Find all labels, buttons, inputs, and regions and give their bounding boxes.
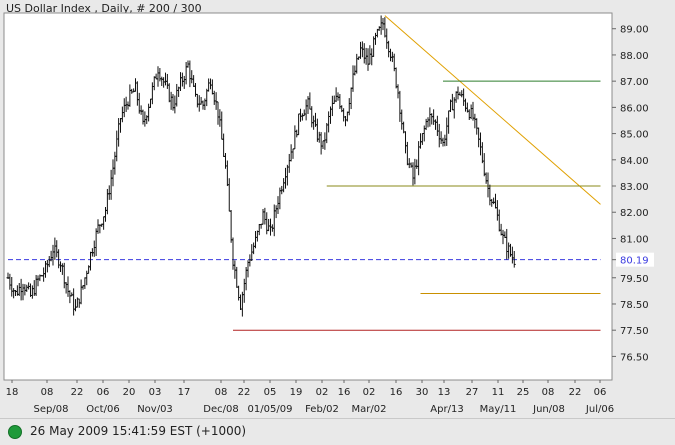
- y-tick-label: 79.50: [620, 274, 649, 285]
- x-month-label: Nov/03: [137, 404, 173, 415]
- y-tick-label: 87.00: [620, 77, 649, 88]
- x-day-label: 22: [569, 387, 582, 398]
- current-value-box: [616, 252, 654, 267]
- x-day-label: 08: [215, 387, 228, 398]
- x-day-label: 25: [517, 387, 530, 398]
- status-indicator-icon: [8, 425, 22, 439]
- x-month-label: Oct/06: [86, 404, 119, 415]
- x-month-label: Sep/08: [34, 404, 69, 415]
- ohlc-chart[interactable]: 76.50 77.50 78.50 79.50 80.19 81.00 82.00 83.00…: [0, 0, 675, 418]
- plot-area: [3, 12, 613, 381]
- y-tick-label: 77.50: [620, 326, 649, 337]
- x-day-label: 02: [363, 387, 376, 398]
- y-tick-label: 83.00: [620, 182, 649, 193]
- x-month-label: Dec/08: [203, 404, 238, 415]
- study-lines: [8, 15, 601, 331]
- x-month-label: May/11: [480, 404, 517, 415]
- y-tick-label: 82.00: [620, 208, 649, 219]
- current-value-label: 80.19: [620, 256, 649, 267]
- x-month-label: Jun/08: [532, 404, 565, 415]
- x-day-label: 19: [290, 387, 303, 398]
- x-day-label: 27: [466, 387, 479, 398]
- status-text: 26 May 2009 15:41:59 EST (+1000): [30, 424, 247, 438]
- x-month-label: Apr/13: [430, 404, 463, 415]
- ohlc-bar: [512, 251, 516, 268]
- y-tick-label: 88.00: [620, 51, 649, 62]
- x-day-label: 13: [438, 387, 451, 398]
- x-day-label: 16: [390, 387, 403, 398]
- x-day-label: 05: [264, 387, 277, 398]
- y-tick-label: 78.50: [620, 300, 649, 311]
- status-bar: 26 May 2009 15:41:59 EST (+1000): [0, 418, 675, 445]
- x-day-label: 06: [97, 387, 110, 398]
- y-axis: 76.50 77.50 78.50 79.50 80.19 81.00 82.00 83.00…: [612, 25, 654, 363]
- x-day-label: 08: [542, 387, 555, 398]
- x-day-label: 08: [41, 387, 54, 398]
- x-day-label: 11: [492, 387, 505, 398]
- x-day-label: 20: [123, 387, 136, 398]
- y-tick-label: 86.00: [620, 103, 649, 114]
- y-tick-label: 76.50: [620, 352, 649, 363]
- x-month-label: Jul/06: [585, 404, 614, 415]
- x-day-label: 16: [338, 387, 351, 398]
- trendline: [384, 15, 601, 205]
- x-day-label: 02: [316, 387, 329, 398]
- y-tick-label: 81.00: [620, 234, 649, 245]
- x-day-label: 30: [416, 387, 429, 398]
- x-month-label: Feb/02: [305, 404, 339, 415]
- y-tick-label: 85.00: [620, 130, 649, 141]
- x-axis: 18 08 22 06 20 03 17 08 22 05 19 02 16 02 16 30 13 27 11 25…: [6, 380, 614, 415]
- chart-title: US Dollar Index , Daily, # 200 / 300: [6, 2, 202, 15]
- x-day-label: 22: [238, 387, 251, 398]
- y-tick-label: 84.00: [620, 156, 649, 167]
- x-month-label: Mar/02: [352, 404, 387, 415]
- price-bars: [6, 15, 516, 317]
- x-month-label: 01/05/09: [248, 404, 293, 415]
- x-day-label: 03: [149, 387, 162, 398]
- x-day-label: 06: [594, 387, 607, 398]
- x-day-label: 22: [71, 387, 84, 398]
- y-tick-label: 89.00: [620, 25, 649, 36]
- x-day-label: 18: [6, 387, 19, 398]
- x-day-label: 17: [178, 387, 191, 398]
